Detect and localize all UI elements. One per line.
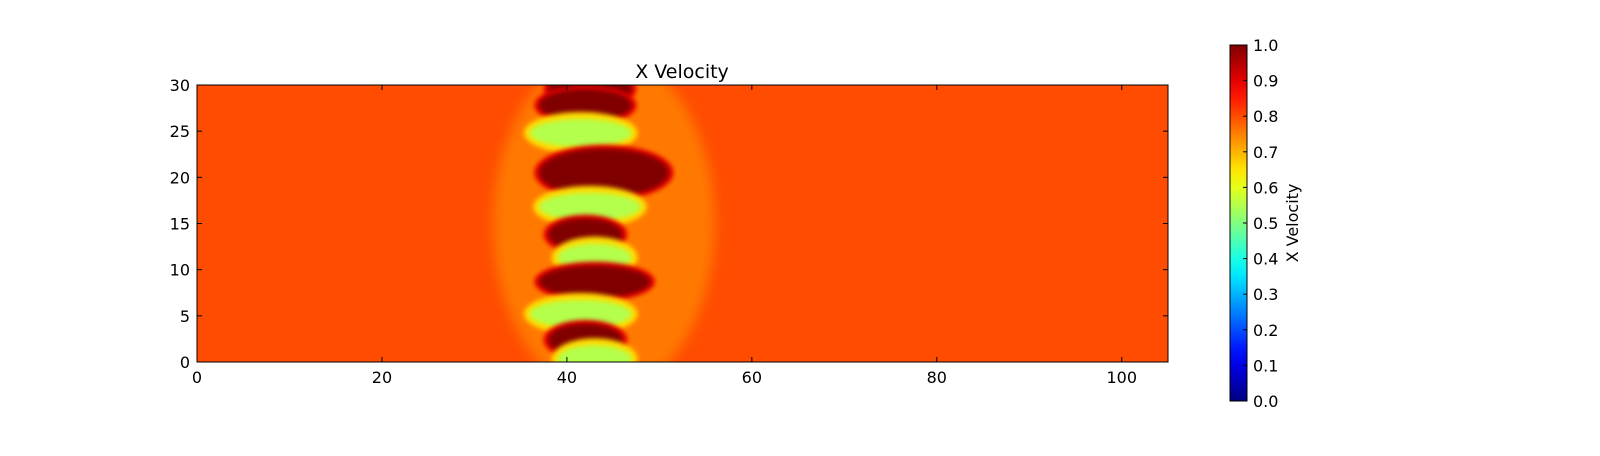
y-tick-label: 30 bbox=[170, 76, 190, 95]
x-tick-label: 0 bbox=[192, 368, 202, 387]
low-velocity-lobe bbox=[539, 192, 641, 221]
colorbar-tick-label: 0.5 bbox=[1253, 214, 1278, 233]
y-tick-label: 0 bbox=[180, 353, 190, 372]
low-velocity-lobe bbox=[529, 119, 632, 148]
low-velocity-lobe bbox=[557, 345, 632, 362]
x-tick-label: 80 bbox=[927, 368, 947, 387]
high-velocity-lobe bbox=[539, 265, 651, 298]
y-tick-label: 5 bbox=[180, 307, 190, 326]
colorbar-label: X Velocity bbox=[1283, 184, 1302, 263]
x-tick-label: 40 bbox=[557, 368, 577, 387]
colorbar-tick-label: 0.4 bbox=[1253, 250, 1278, 269]
colorbar-ticks: 0.0 0.1 0.2 0.3 0.4 0.5 0.6 0.7 0.8 0.9 1.0 bbox=[1243, 36, 1278, 411]
colorbar-tick-label: 1.0 bbox=[1253, 36, 1278, 55]
y-tick-label: 15 bbox=[170, 215, 190, 234]
x-tick-label: 20 bbox=[372, 368, 392, 387]
chart-title: X Velocity bbox=[635, 61, 729, 83]
colorbar-tick-label: 0.2 bbox=[1253, 321, 1278, 340]
x-tick-label: 100 bbox=[1106, 368, 1137, 387]
y-axis: 0 5 10 15 20 25 30 bbox=[170, 76, 1168, 372]
y-tick-label: 10 bbox=[170, 261, 190, 280]
colorbar-tick-label: 0.1 bbox=[1253, 356, 1278, 375]
heatmap bbox=[197, 85, 1168, 362]
x-axis: 0 20 40 60 80 100 bbox=[192, 85, 1137, 387]
colorbar-tick-label: 0.9 bbox=[1253, 72, 1278, 91]
colorbar-tick-label: 0.7 bbox=[1253, 143, 1278, 162]
high-velocity-lobe bbox=[539, 148, 669, 197]
low-velocity-lobe bbox=[529, 299, 632, 328]
colorbar-tick-label: 0.3 bbox=[1253, 285, 1278, 304]
colorbar: 0.0 0.1 0.2 0.3 0.4 0.5 0.6 0.7 0.8 0.9 1.0 X Velo… bbox=[1229, 36, 1302, 411]
colorbar-tick-label: 0.8 bbox=[1253, 107, 1278, 126]
x-tick-label: 60 bbox=[742, 368, 762, 387]
heatmap-features bbox=[492, 85, 715, 362]
y-tick-label: 25 bbox=[170, 122, 190, 141]
colorbar-tick-label: 0.6 bbox=[1253, 178, 1278, 197]
y-tick-label: 20 bbox=[170, 168, 190, 187]
colorbar-tick-label: 0.0 bbox=[1253, 392, 1278, 411]
